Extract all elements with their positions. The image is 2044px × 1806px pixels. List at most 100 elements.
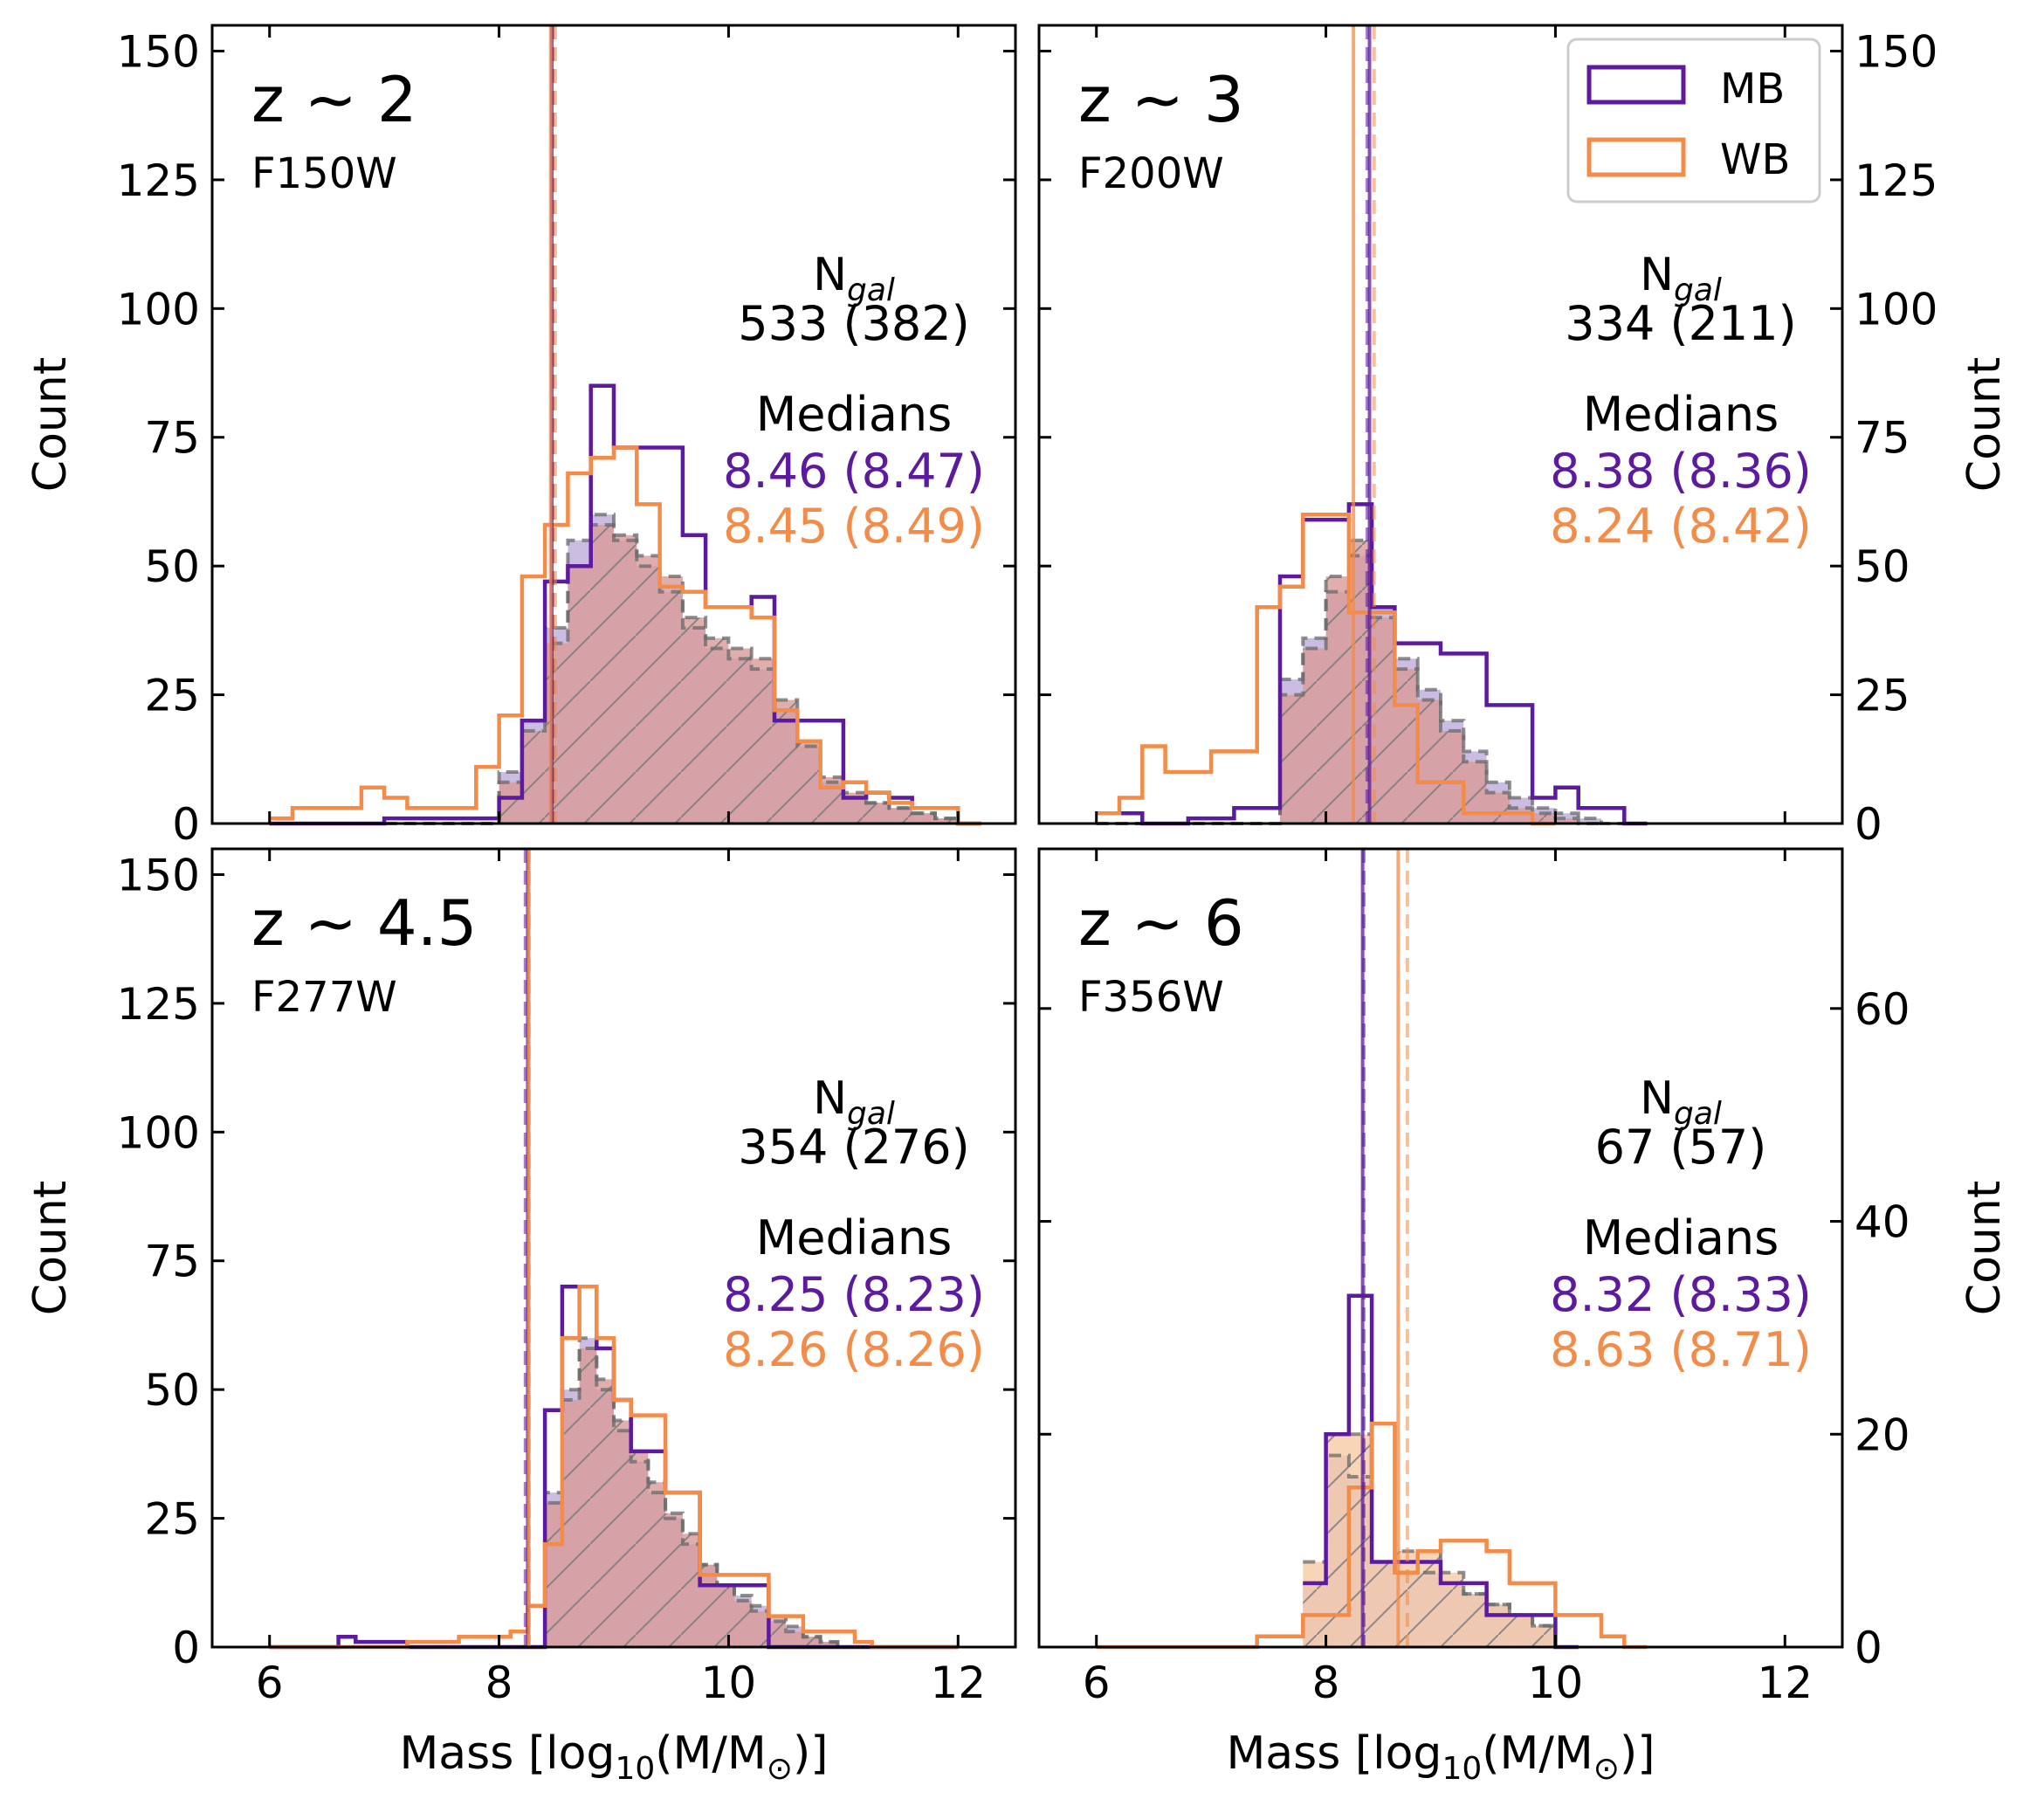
- ngal-label: Ngal: [813, 249, 895, 308]
- x-axis-label-part: (M/M: [1482, 1727, 1593, 1780]
- x-tick-label: 12: [1757, 1658, 1813, 1708]
- x-axis-label-part: ⊙: [767, 1751, 793, 1787]
- y-tick-label: 25: [1855, 671, 1910, 721]
- y-tick-label: 100: [117, 1107, 200, 1158]
- panel-title: z ~ 3: [1078, 63, 1244, 136]
- legend-mb-label: MB: [1720, 65, 1785, 114]
- legend-box: [1566, 38, 1821, 203]
- ngal-label: Ngal: [813, 1072, 895, 1132]
- ngal-label-main: N: [813, 249, 847, 301]
- filter-label: F150W: [251, 149, 397, 198]
- x-tick-label: 6: [1083, 1658, 1111, 1708]
- y-tick-label: 75: [144, 413, 200, 464]
- x-axis-label-part: )]: [1620, 1727, 1655, 1780]
- x-tick-label: 8: [485, 1658, 513, 1708]
- median-mb-value: 8.46 (8.47): [723, 444, 985, 499]
- axes-frame: [1037, 847, 1844, 1649]
- filter-label: F200W: [1078, 149, 1224, 198]
- y-axis-label: Count: [24, 357, 77, 492]
- wb-histogram: [1096, 512, 1556, 826]
- y-tick-label: 125: [117, 155, 200, 206]
- axes-frame: [210, 24, 1017, 825]
- x-axis-label-part: )]: [793, 1727, 829, 1780]
- y-tick-label: 25: [144, 671, 200, 721]
- x-axis-label: Mass [log10(M/M⊙)]: [1226, 1727, 1655, 1787]
- y-tick-label: 50: [1855, 541, 1910, 592]
- y-axis-label: Count: [24, 1181, 77, 1315]
- x-axis-label-part: ⊙: [1593, 1751, 1620, 1787]
- ngal-label: Ngal: [1640, 1072, 1722, 1132]
- ngal-value: 354 (276): [738, 1120, 969, 1175]
- wb-subsample-outline: [1303, 1432, 1579, 1649]
- x-tick-label: 12: [930, 1658, 986, 1708]
- y-tick-label: 40: [1855, 1197, 1910, 1248]
- filter-label: F277W: [251, 973, 397, 1022]
- median-wb-value: 8.26 (8.26): [723, 1322, 985, 1377]
- ngal-label-sub: gal: [847, 272, 895, 308]
- y-tick-label: 0: [172, 799, 200, 850]
- median-wb-value: 8.24 (8.42): [1550, 499, 1812, 554]
- median-mb-value: 8.32 (8.33): [1550, 1267, 1812, 1322]
- panel-title: z ~ 2: [251, 63, 417, 136]
- median-wb-value: 8.45 (8.49): [723, 499, 985, 554]
- panel-title: z ~ 4.5: [251, 886, 477, 960]
- hatch-fill: [269, 1348, 959, 1647]
- medians-label: Medians: [1583, 387, 1779, 442]
- y-axis-label: Count: [1958, 1181, 2011, 1315]
- axes-frame: [1037, 24, 1844, 825]
- axes-frame: [210, 847, 1017, 1649]
- y-tick-label: 60: [1855, 984, 1910, 1035]
- x-axis-label-part: 10: [1442, 1751, 1482, 1787]
- ngal-label-main: N: [1640, 249, 1674, 301]
- hatch-fill: [1303, 1434, 1579, 1647]
- ngal-value: 67 (57): [1595, 1120, 1767, 1175]
- y-tick-label: 150: [117, 850, 200, 900]
- y-axis-label: Count: [1958, 357, 2011, 492]
- y-tick-label: 150: [117, 26, 200, 77]
- hatch-fill: [1096, 540, 1601, 824]
- median-mb-value: 8.25 (8.23): [723, 1267, 985, 1322]
- ngal-label: Ngal: [1640, 249, 1722, 308]
- ngal-label-sub: gal: [1674, 272, 1722, 308]
- legend-wb-swatch: [1586, 137, 1686, 177]
- wb-histogram: [269, 1284, 959, 1650]
- median-wb-value: 8.63 (8.71): [1550, 1322, 1812, 1377]
- x-tick-label: 6: [256, 1658, 284, 1708]
- x-axis-label: Mass [log10(M/M⊙)]: [399, 1727, 828, 1787]
- y-tick-label: 75: [1855, 413, 1910, 464]
- mb-histogram: [1096, 502, 1648, 826]
- x-tick-label: 10: [1528, 1658, 1584, 1708]
- y-tick-label: 100: [117, 284, 200, 334]
- y-tick-label: 125: [117, 979, 200, 1030]
- wb-subsample-outline: [269, 1347, 959, 1649]
- wb-histogram: [269, 445, 981, 826]
- medians-label: Medians: [756, 1210, 953, 1265]
- medians-label: Medians: [756, 387, 953, 442]
- y-tick-label: 50: [144, 1365, 200, 1416]
- legend-mb-swatch: [1586, 65, 1686, 105]
- medians-label: Medians: [1583, 1210, 1779, 1265]
- ngal-value: 334 (211): [1565, 296, 1796, 351]
- y-tick-label: 150: [1855, 26, 1937, 77]
- x-axis-label-part: (M/M: [655, 1727, 767, 1780]
- x-tick-label: 10: [701, 1658, 757, 1708]
- legend: MB WB: [1566, 38, 1821, 203]
- ngal-label-sub: gal: [847, 1096, 895, 1132]
- y-tick-label: 0: [172, 1623, 200, 1673]
- ngal-label-main: N: [1640, 1072, 1674, 1125]
- y-tick-label: 100: [1855, 284, 1937, 334]
- y-tick-label: 25: [144, 1494, 200, 1545]
- mb-histogram: [1303, 1293, 1579, 1650]
- x-tick-label: 8: [1312, 1658, 1340, 1708]
- panel-title: z ~ 6: [1078, 886, 1244, 960]
- x-axis-label-part: 10: [615, 1751, 655, 1787]
- x-axis-label-part: Mass [log: [1226, 1727, 1442, 1780]
- y-tick-label: 125: [1855, 155, 1937, 206]
- y-tick-label: 20: [1855, 1410, 1910, 1460]
